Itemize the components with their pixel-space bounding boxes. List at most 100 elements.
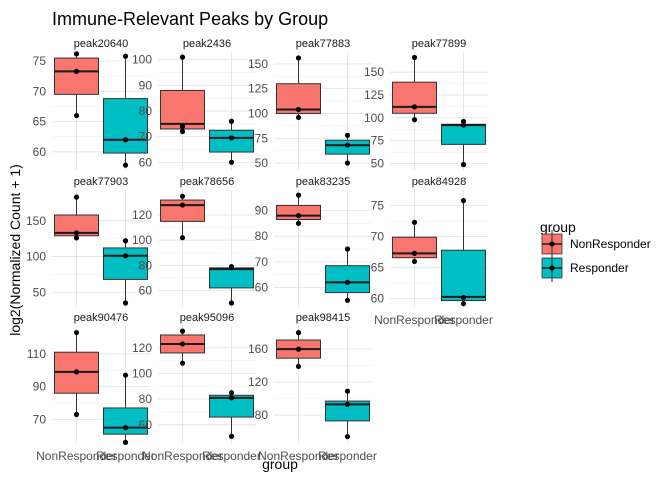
y-tick-label: 80	[255, 408, 269, 422]
x-tick-label: NonResponder	[258, 449, 339, 463]
data-point	[179, 360, 186, 366]
data-point	[73, 235, 80, 241]
box-nonresponder	[160, 328, 205, 366]
y-tick-label: 120	[248, 375, 268, 389]
box-nonresponder	[276, 330, 321, 370]
strip-label: peak83235	[296, 176, 350, 188]
data-point	[411, 104, 418, 110]
data-point	[295, 106, 302, 113]
data-point	[73, 194, 80, 200]
data-point	[295, 114, 302, 121]
data-point	[344, 433, 351, 440]
data-point	[228, 433, 235, 439]
data-point	[122, 425, 129, 431]
data-point	[344, 246, 351, 252]
data-point	[73, 51, 80, 57]
strip-label: peak77883	[296, 38, 350, 50]
data-point	[179, 328, 186, 334]
box-responder	[325, 246, 370, 303]
y-tick-label: 70	[139, 130, 153, 144]
box-body	[209, 129, 254, 153]
facet-peak77883: peak77883 50 75 100 125 150	[248, 38, 372, 170]
legend-label: NonResponder	[570, 237, 651, 251]
box-nonresponder	[54, 329, 99, 418]
y-tick-label: 120	[132, 208, 152, 222]
strip-label: peak20640	[74, 38, 128, 50]
legend-key-point	[549, 241, 555, 247]
y-tick-label: 90	[255, 204, 269, 218]
data-point	[344, 401, 351, 407]
y-tick-label: 120	[132, 341, 152, 355]
box-nonresponder	[392, 54, 437, 123]
y-tick-label: 90	[139, 78, 153, 92]
y-tick-label: 50	[33, 285, 47, 299]
y-tick-label: 60	[139, 155, 153, 169]
data-point	[179, 341, 186, 347]
y-tick-label: 150	[248, 57, 268, 71]
data-point	[179, 202, 186, 208]
box-nonresponder	[392, 219, 437, 265]
chart-title: Immune-Relevant Peaks by Group	[52, 9, 328, 29]
x-tick-label: Responder	[318, 449, 377, 463]
data-point	[122, 53, 129, 59]
box-nonresponder	[276, 192, 321, 226]
facet-panels: peak2064060657075peak243660708090100peak…	[26, 38, 493, 463]
box-responder	[441, 118, 486, 168]
data-point	[179, 128, 186, 135]
box-nonresponder	[160, 193, 205, 241]
data-point	[73, 112, 80, 119]
box-body	[325, 400, 370, 422]
data-point	[179, 123, 186, 129]
strip-label: peak77899	[412, 38, 466, 50]
box-responder	[209, 390, 254, 439]
box-responder	[103, 53, 148, 168]
y-tick-label: 150	[26, 214, 46, 228]
box-nonresponder	[54, 51, 99, 119]
y-tick-label: 100	[132, 366, 152, 380]
facet-peak77899: peak77899 50 75 100 125 150	[364, 38, 488, 171]
y-tick-label: 65	[371, 261, 385, 275]
y-tick-label: 100	[132, 53, 152, 67]
box-responder	[441, 197, 486, 307]
data-point	[295, 346, 302, 352]
y-tick-label: 80	[139, 392, 153, 406]
data-point	[73, 329, 80, 336]
data-point	[228, 159, 235, 165]
y-tick-label: 70	[371, 230, 385, 244]
legend: group NonResponder Responder	[540, 219, 651, 282]
data-point	[295, 330, 302, 336]
data-point	[344, 388, 351, 394]
y-tick-label: 75	[33, 54, 47, 68]
y-tick-label: 80	[139, 258, 153, 272]
data-point	[295, 363, 302, 370]
x-axis-label: group	[262, 456, 298, 472]
box-responder	[103, 372, 148, 445]
data-point	[73, 411, 80, 418]
x-tick-label: Responder	[96, 449, 155, 463]
data-point	[122, 238, 129, 244]
data-point	[411, 250, 418, 256]
y-tick-label: 70	[33, 84, 47, 98]
data-point	[411, 54, 418, 61]
y-tick-label: 70	[33, 412, 47, 426]
box-responder	[325, 388, 370, 440]
data-point	[73, 369, 80, 375]
x-tick-label: NonResponder	[36, 449, 117, 463]
data-point	[122, 253, 129, 259]
data-point	[460, 122, 467, 128]
data-point	[344, 142, 351, 148]
data-point	[122, 300, 129, 306]
box-body	[441, 249, 486, 302]
strip-label: peak98415	[296, 312, 350, 324]
box-body	[209, 267, 254, 289]
y-tick-label: 75	[371, 134, 385, 148]
data-point	[411, 117, 418, 123]
strip-label: peak84928	[412, 176, 466, 188]
data-point	[228, 265, 235, 271]
y-tick-label: 125	[248, 82, 268, 96]
legend-label: Responder	[570, 261, 629, 275]
data-point	[295, 213, 302, 219]
legend-title: group	[540, 219, 576, 235]
